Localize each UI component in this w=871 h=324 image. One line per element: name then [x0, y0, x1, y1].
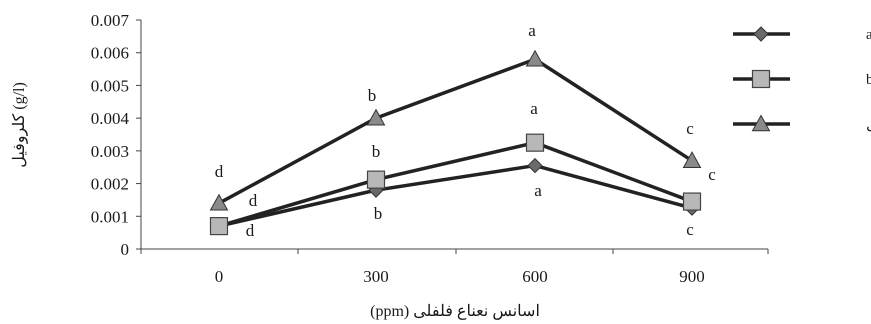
legend-label: کلروفیل کل	[866, 117, 871, 133]
y-tick-label: 0.007	[91, 11, 130, 30]
significance-letter: b	[374, 204, 383, 223]
significance-letter: b	[372, 142, 381, 161]
legend-item: کلروفیل a	[733, 26, 871, 43]
x-tick-label: 600	[522, 267, 548, 286]
series-line-2	[218, 140, 693, 228]
y-axis-title: کلروفیل (g/l)	[11, 82, 28, 168]
x-tick-label: 300	[363, 267, 389, 286]
significance-letter: b	[368, 86, 377, 105]
legend: کلروفیل a کلروفیل b کلروفیل کل	[733, 26, 871, 133]
data-point-square	[366, 170, 386, 189]
legend-marker-diamond	[753, 26, 769, 42]
significance-letter: a	[528, 21, 536, 40]
tick-labels: 0 0.001 0.002 0.003 0.004 0.005 0.006 0.007 0 300…	[91, 11, 705, 286]
y-tick-label: 0.001	[91, 207, 129, 226]
significance-letter: c	[686, 119, 694, 138]
series-line-1	[218, 163, 693, 228]
data-point-square	[525, 133, 545, 152]
y-tick-label: 0	[121, 240, 130, 259]
legend-label: کلروفیل a	[866, 27, 871, 43]
data-point-triangle	[209, 193, 229, 211]
x-tick-label: 900	[679, 267, 705, 286]
series-line-3	[218, 57, 693, 205]
y-tick-label: 0.003	[91, 142, 129, 161]
legend-label: کلروفیل b	[866, 72, 871, 88]
x-axis-title: اسانس نعناع فلفلی (ppm)	[370, 303, 540, 320]
y-tick-label: 0.004	[91, 109, 130, 128]
data-point-triangle	[366, 108, 386, 126]
legend-item: کلروفیل b	[733, 69, 871, 89]
significance-letter: c	[708, 165, 716, 184]
significance-letter: d	[215, 162, 224, 181]
data-point-diamond	[527, 157, 543, 174]
significance-letter: d	[249, 191, 258, 210]
y-tick-label: 0.002	[91, 175, 129, 194]
data-point-triangle	[682, 151, 702, 168]
series-markers	[209, 49, 702, 236]
x-tick-label: 0	[215, 267, 224, 286]
y-tick-label: 0.006	[91, 44, 129, 63]
series-lines	[218, 57, 693, 228]
significance-letter: d	[246, 221, 255, 240]
data-point-triangle	[525, 49, 545, 67]
axes	[136, 19, 769, 254]
legend-marker-square	[751, 69, 771, 89]
legend-marker-triangle	[751, 114, 771, 132]
data-point-square	[682, 192, 702, 211]
y-tick-label: 0.005	[91, 76, 129, 95]
significance-letter: c	[686, 220, 694, 239]
data-point-square	[209, 217, 229, 236]
significance-letters: d b a c d b a c d b a c	[215, 21, 716, 240]
significance-letter: a	[530, 99, 538, 118]
significance-letter: a	[534, 181, 542, 200]
legend-item: کلروفیل کل	[733, 114, 871, 133]
